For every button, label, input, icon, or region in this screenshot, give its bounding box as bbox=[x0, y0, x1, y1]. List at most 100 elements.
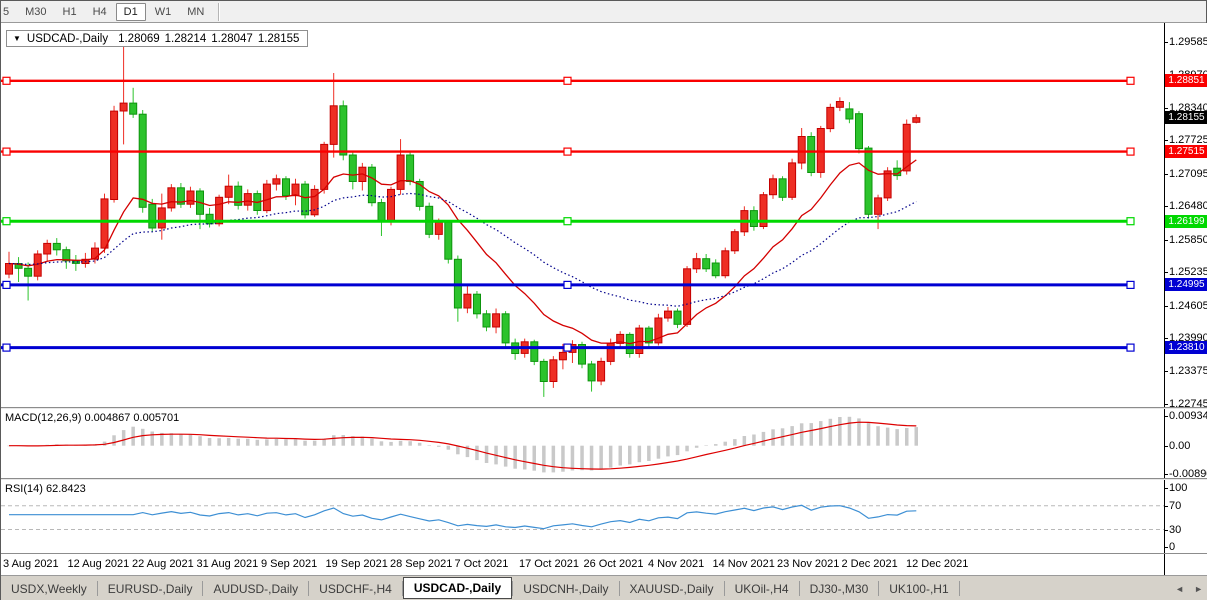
axis-tick-label: 70 bbox=[1169, 500, 1182, 512]
tab-separator bbox=[618, 581, 620, 596]
axis-tick-label: 1.23375 bbox=[1169, 365, 1207, 377]
ma-slow-line bbox=[8, 192, 917, 307]
quote-high: 1.28214 bbox=[164, 32, 207, 45]
macd-signal-line bbox=[9, 421, 917, 470]
axis-tick bbox=[1164, 240, 1168, 241]
date-axis-label: 23 Nov 2021 bbox=[777, 558, 840, 570]
chart-title: USDCAD-,Daily bbox=[26, 32, 109, 45]
tab-separator bbox=[308, 581, 310, 596]
date-axis-label: 12 Dec 2021 bbox=[906, 558, 969, 570]
axis-tick-label: 1.27725 bbox=[1169, 134, 1207, 146]
chart-dropdown-icon[interactable]: ▼ bbox=[13, 34, 21, 43]
timeframe-button-5[interactable]: 5 bbox=[3, 5, 10, 18]
tab-separator bbox=[512, 581, 514, 596]
chart-tab-usdcnh-daily[interactable]: USDCNH-,Daily bbox=[523, 581, 609, 596]
quote-open: 1.28069 bbox=[118, 32, 160, 45]
date-axis-label: 9 Sep 2021 bbox=[261, 558, 318, 570]
chart-tab-ukoil-h4[interactable]: UKOil-,H4 bbox=[734, 581, 789, 596]
rsi-canvas[interactable] bbox=[1, 480, 1164, 553]
timeframe-button-h4[interactable]: H4 bbox=[92, 5, 107, 18]
macd-histogram bbox=[7, 416, 918, 473]
axis-tick bbox=[1164, 108, 1168, 109]
date-axis-label: 4 Nov 2021 bbox=[648, 558, 705, 570]
axis-tick bbox=[1164, 338, 1168, 339]
date-axis-label: 3 Aug 2021 bbox=[3, 558, 59, 570]
axis-tick-label: -0.008900 bbox=[1169, 468, 1207, 480]
timeframe-button-h1[interactable]: H1 bbox=[62, 5, 77, 18]
date-axis-label: 19 Sep 2021 bbox=[325, 558, 388, 570]
date-axis[interactable]: 3 Aug 2021 12 Aug 2021 22 Aug 2021 31 Aug 2… bbox=[1, 553, 1207, 575]
chart-tab-xauusd-daily[interactable]: XAUUSD-,Daily bbox=[629, 581, 714, 596]
timeframe-button-m30[interactable]: M30 bbox=[25, 5, 47, 18]
tab-separator bbox=[202, 581, 204, 596]
price-axis[interactable]: 1.295851.289701.283401.277251.270951.264… bbox=[1164, 23, 1207, 410]
axis-tick bbox=[1164, 371, 1168, 372]
axis-tick bbox=[1164, 474, 1168, 475]
level-price-badge: 1.24995 bbox=[1165, 278, 1207, 291]
macd-axis: 0.009345 0.00 -0.008900 bbox=[1164, 409, 1207, 480]
rsi-axis: 100 70 30 0 bbox=[1164, 480, 1207, 553]
chart-tab-eurusd-daily[interactable]: EURUSD-,Daily bbox=[107, 581, 193, 596]
ma-fast-line bbox=[8, 159, 917, 345]
macd-label: MACD(12,26,9) 0.004867 0.005701 bbox=[5, 412, 180, 424]
tab-scroll-left-icon[interactable]: ◄ bbox=[1175, 583, 1185, 594]
date-axis-label: 17 Oct 2021 bbox=[519, 558, 579, 570]
chart-title-box: ▼ USDCAD-,Daily 1.28069 1.28214 1.28047 … bbox=[6, 30, 308, 47]
level-price-badge: 1.27515 bbox=[1165, 145, 1207, 158]
axis-tick bbox=[1164, 404, 1168, 405]
axis-tick bbox=[1164, 140, 1168, 141]
tab-separator bbox=[96, 581, 98, 596]
date-axis-label: 7 Oct 2021 bbox=[454, 558, 509, 570]
axis-tick bbox=[1164, 272, 1168, 273]
date-axis-label: 26 Oct 2021 bbox=[583, 558, 644, 570]
axis-tick-label: 0 bbox=[1169, 541, 1176, 553]
axis-tick-label: 1.27095 bbox=[1169, 168, 1207, 180]
axis-tick-label: 0.009345 bbox=[1169, 410, 1207, 422]
timeframe-button-d1[interactable]: D1 bbox=[115, 2, 146, 21]
axis-tick-label: 100 bbox=[1169, 482, 1188, 494]
chart-tab-usdcad-daily[interactable]: USDCAD-,Daily bbox=[402, 577, 513, 599]
date-axis-label: 14 Nov 2021 bbox=[712, 558, 775, 570]
tab-scroll-right-icon[interactable]: ► bbox=[1194, 583, 1203, 594]
horizontal-level-lines[interactable] bbox=[1, 76, 1135, 352]
level-price-badge: 1.23810 bbox=[1165, 341, 1207, 354]
axis-tick bbox=[1164, 530, 1168, 531]
axis-tick-label: 1.29585 bbox=[1169, 36, 1207, 48]
current-price-badge: 1.28155 bbox=[1165, 111, 1207, 124]
axis-tick bbox=[1164, 42, 1168, 43]
panel-splitter-macd[interactable] bbox=[1, 407, 1207, 409]
axis-tick-label: 1.26480 bbox=[1169, 200, 1207, 212]
tab-separator bbox=[401, 581, 403, 596]
price-chart-canvas[interactable] bbox=[1, 23, 1164, 407]
axis-tick bbox=[1164, 446, 1168, 447]
tab-separator bbox=[878, 581, 880, 596]
quote-close: 1.28155 bbox=[257, 32, 300, 45]
axis-tick bbox=[1164, 488, 1168, 489]
date-axis-label: 22 Aug 2021 bbox=[132, 558, 194, 570]
level-price-badge: 1.28851 bbox=[1165, 74, 1207, 87]
chart-tab-uk100-h1[interactable]: UK100-,H1 bbox=[889, 581, 949, 596]
date-axis-label: 28 Sep 2021 bbox=[390, 558, 453, 570]
axis-tick bbox=[1164, 506, 1168, 507]
chart-tab-audusd-daily[interactable]: AUDUSD-,Daily bbox=[213, 581, 299, 596]
panel-splitter-rsi[interactable] bbox=[1, 478, 1207, 480]
toolbar-separator bbox=[218, 2, 220, 21]
chart-tab-dj30-m30[interactable]: DJ30-,M30 bbox=[809, 581, 869, 596]
chart-tab-bar: USDX,Weekly EURUSD-,Daily AUDUSD-,Daily USD… bbox=[1, 575, 1207, 600]
axis-tick bbox=[1164, 206, 1168, 207]
axis-tick-label: 1.25850 bbox=[1169, 234, 1207, 246]
main-chart-panel: 1.295851.289701.283401.277251.270951.264… bbox=[1, 23, 1207, 410]
date-axis-label: 2 Dec 2021 bbox=[841, 558, 898, 570]
chart-tab-usdx-weekly[interactable]: USDX,Weekly bbox=[11, 581, 87, 596]
axis-tick bbox=[1164, 416, 1168, 417]
macd-canvas[interactable] bbox=[1, 409, 1164, 478]
axis-tick bbox=[1164, 547, 1168, 548]
timeframe-button-mn[interactable]: MN bbox=[187, 5, 205, 18]
date-axis-label: 31 Aug 2021 bbox=[196, 558, 259, 570]
timeframe-button-w1[interactable]: W1 bbox=[154, 5, 172, 18]
axis-tick-label: 0.00 bbox=[1169, 440, 1191, 452]
tab-separator bbox=[798, 581, 800, 596]
chart-tab-usdchf-h4[interactable]: USDCHF-,H4 bbox=[319, 581, 392, 596]
date-axis-corner bbox=[1164, 554, 1207, 575]
